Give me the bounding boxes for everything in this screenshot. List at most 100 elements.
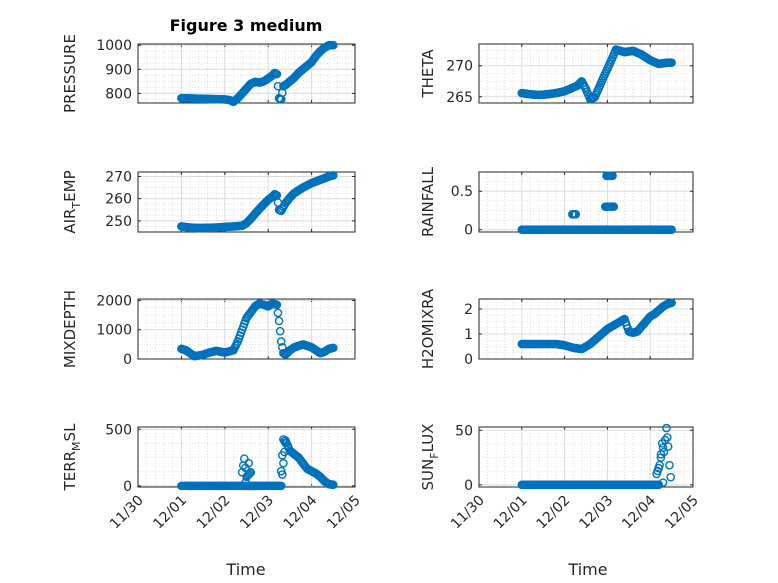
subplot-5: 0 1000 2000 MIXDEPTH [61, 290, 356, 368]
y-tick-label: 500 [105, 422, 132, 438]
y-tick-label: 260 [105, 192, 132, 208]
subplot-2: 265 270 THETA [419, 43, 694, 106]
data-point [291, 72, 300, 81]
y-axis-label: THETA [419, 49, 437, 99]
y-tick-label: 270 [446, 59, 473, 75]
y-axis-label-main: SUN [419, 459, 437, 491]
axes-box [478, 43, 694, 104]
y-tick-label: 0 [123, 479, 132, 495]
data-point [240, 454, 249, 463]
data-point [593, 86, 603, 95]
data-point [663, 433, 672, 442]
data-point [665, 460, 674, 470]
data-point [276, 337, 286, 346]
y-tick-label: 2 [464, 302, 473, 318]
data-point [608, 202, 618, 211]
data-point [274, 316, 284, 326]
subplot-1: 800 900 1000 PRESSURE [61, 34, 356, 113]
data-point [278, 470, 287, 479]
y-axis-label: SUNFLUX [419, 424, 441, 491]
data-point [642, 315, 652, 325]
y-axis-label-main: PRESSURE [61, 34, 79, 113]
y-tick-label: 0 [464, 223, 473, 239]
data-point [278, 451, 287, 460]
axes-box [137, 298, 356, 360]
data-point [327, 343, 337, 353]
y-tick-label: 265 [446, 90, 473, 106]
subplot-3: 250 260 270 AIRTEMP [61, 169, 356, 234]
y-tick-label: 900 [105, 62, 132, 78]
y-tick-label: 800 [105, 86, 132, 102]
x-tick-label: 11/30 [448, 493, 488, 533]
x-tick-label: 12/04 [281, 492, 321, 532]
y-axis-label-tail: EMP [61, 170, 79, 201]
data-point [666, 225, 675, 234]
y-tick-label: 0 [464, 478, 473, 494]
data-point [327, 480, 337, 489]
subplot-7: 0 500 TERRMSL 11/30 12/01 12/02 12/03 12/04 12/0… [61, 422, 364, 532]
data-point [634, 325, 643, 335]
data-point [271, 300, 281, 309]
data-point [241, 463, 250, 473]
x-tick-label: 12/02 [194, 493, 234, 533]
axes-box [478, 298, 694, 360]
y-axis-label: AIRTEMP [61, 170, 83, 233]
x-tick-label: 12/03 [576, 493, 616, 533]
x-tick-label: 12/01 [491, 493, 531, 533]
data-point [271, 69, 281, 78]
subplot-8: 0 50 SUNFLUX 11/30 12/01 12/02 12/03 12/04 12/05 [419, 423, 702, 532]
y-tick-label: 2000 [96, 293, 132, 309]
data-point [238, 87, 248, 97]
data-point [243, 217, 252, 227]
y-tick-label: 270 [105, 169, 132, 185]
data-point [251, 208, 261, 217]
y-tick-label: 1000 [96, 38, 132, 54]
data-point [238, 461, 248, 470]
y-axis-label-tail: SL [61, 423, 79, 442]
data-point [256, 203, 265, 212]
data-point [244, 470, 253, 479]
x-tick-label: 11/30 [107, 493, 147, 533]
y-axis-label: RAINFALL [419, 166, 437, 237]
data-point [653, 480, 662, 490]
y-axis-label: H2OMIXRA [419, 288, 437, 369]
data-point [656, 453, 666, 462]
x-tick-label: 12/05 [324, 493, 364, 533]
y-tick-label: 0 [464, 352, 473, 368]
y-axis-label: PRESSURE [61, 34, 79, 113]
y-axis-label-main: AIR [61, 209, 79, 234]
subplot-4: 0 0.5 RAINFALL [419, 166, 694, 239]
data-point [271, 190, 281, 200]
data-point [267, 71, 276, 81]
x-tick-label: 12/04 [619, 492, 659, 532]
data-point [662, 423, 671, 433]
data-point [638, 320, 648, 330]
data-point [273, 308, 283, 318]
y-axis-label-main: RAINFALL [419, 166, 437, 237]
data-point [607, 171, 616, 181]
data-point [666, 472, 676, 482]
data-point [666, 58, 675, 67]
y-tick-label: 0.5 [451, 184, 473, 200]
y-axis-label-subscript: F [428, 452, 441, 458]
data-point [243, 471, 252, 480]
data-point [597, 76, 607, 85]
axes-box [137, 171, 356, 233]
data-point [245, 469, 255, 478]
y-axis-label-main: TERR [61, 451, 79, 492]
data-point [232, 339, 242, 348]
y-axis-label-main: THETA [419, 49, 437, 99]
data-point [275, 326, 285, 336]
axes-box [137, 43, 356, 104]
axes-box [478, 171, 694, 233]
data-point [312, 50, 322, 60]
y-tick-label: 1 [464, 327, 473, 343]
y-axis-label-subscript: T [70, 202, 83, 210]
x-tick-label: 12/01 [150, 493, 190, 533]
data-point [580, 83, 590, 92]
x-tick-label: 12/03 [237, 493, 277, 533]
subplot-6: 0 1 2 H2OMIXRA [419, 288, 694, 369]
y-axis-label: TERRMSL [61, 423, 83, 492]
y-axis-label-subscript: M [70, 441, 83, 451]
x-tick-label: 12/05 [662, 493, 702, 533]
